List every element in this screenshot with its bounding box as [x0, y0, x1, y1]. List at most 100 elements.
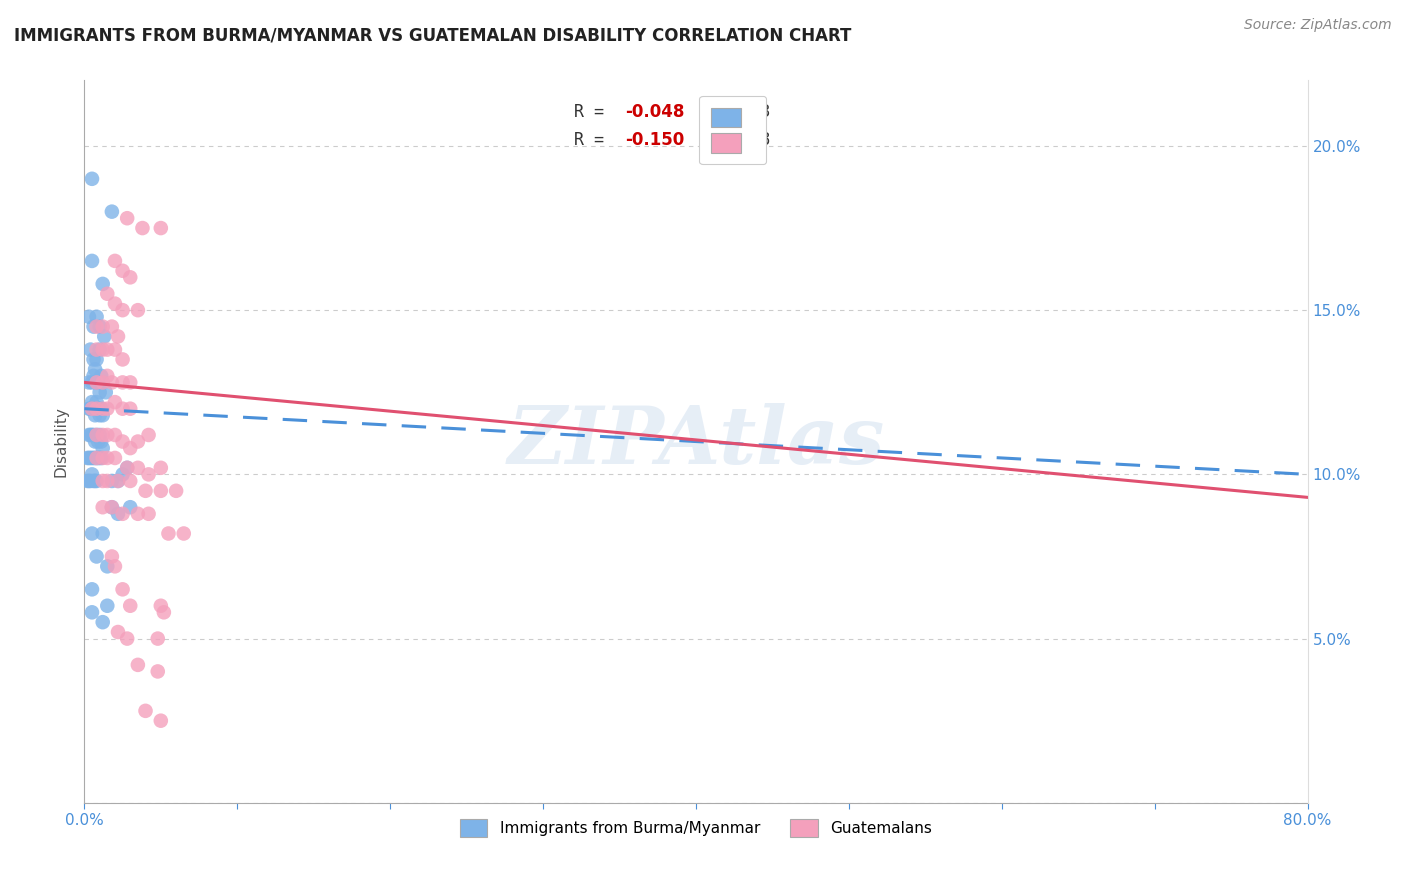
- Point: [138, 507, 160, 521]
- Point: [94, 385, 117, 400]
- Point: [127, 434, 149, 449]
- Point: [77, 474, 100, 488]
- Point: [96, 401, 118, 416]
- Point: [91, 500, 114, 515]
- Point: [87, 401, 110, 416]
- Point: [91, 401, 114, 416]
- Point: [96, 474, 118, 488]
- Point: [80, 253, 103, 268]
- Point: [91, 474, 114, 488]
- Point: [77, 401, 100, 416]
- Point: [107, 474, 129, 488]
- Point: [86, 343, 108, 357]
- Point: [86, 450, 108, 465]
- Point: [149, 483, 172, 498]
- Point: [80, 401, 103, 416]
- Point: [115, 211, 138, 226]
- Point: [86, 310, 108, 324]
- Point: [86, 352, 108, 367]
- Point: [104, 559, 127, 574]
- Point: [91, 450, 114, 465]
- Point: [83, 401, 105, 416]
- Point: [83, 450, 105, 465]
- Text: -0.048: -0.048: [626, 103, 685, 121]
- Point: [89, 428, 111, 442]
- Point: [101, 549, 124, 564]
- Point: [77, 376, 100, 390]
- Point: [86, 474, 108, 488]
- Point: [173, 526, 195, 541]
- Point: [84, 474, 107, 488]
- Point: [127, 460, 149, 475]
- Point: [104, 253, 127, 268]
- Point: [107, 474, 129, 488]
- Point: [111, 507, 134, 521]
- Point: [149, 714, 172, 728]
- Point: [80, 395, 103, 409]
- Point: [111, 582, 134, 597]
- Point: [138, 467, 160, 482]
- Point: [77, 310, 100, 324]
- Point: [90, 434, 112, 449]
- Text: N = 63: N = 63: [702, 103, 770, 121]
- Point: [120, 270, 142, 285]
- Point: [80, 376, 103, 390]
- Point: [90, 368, 112, 383]
- Point: [149, 460, 172, 475]
- Point: [84, 434, 107, 449]
- Point: [96, 450, 118, 465]
- Point: [111, 401, 134, 416]
- Point: [80, 582, 103, 597]
- Point: [120, 500, 142, 515]
- Point: [101, 319, 124, 334]
- Point: [79, 428, 101, 442]
- Point: [83, 352, 105, 367]
- Point: [87, 376, 110, 390]
- Point: [96, 343, 118, 357]
- Point: [115, 632, 138, 646]
- Point: [111, 303, 134, 318]
- Point: [104, 395, 127, 409]
- Point: [115, 460, 138, 475]
- Point: [79, 450, 101, 465]
- Point: [80, 171, 103, 186]
- Point: [120, 599, 142, 613]
- Point: [96, 368, 118, 383]
- Text: R =: R =: [574, 103, 613, 121]
- Point: [107, 329, 129, 343]
- Point: [138, 428, 160, 442]
- Point: [90, 450, 112, 465]
- Point: [111, 434, 134, 449]
- Point: [146, 665, 169, 679]
- Point: [86, 428, 108, 442]
- Point: [131, 221, 153, 235]
- Point: [107, 507, 129, 521]
- Point: [111, 467, 134, 482]
- Point: [127, 303, 149, 318]
- Point: [101, 500, 124, 515]
- Point: [115, 460, 138, 475]
- Text: IMMIGRANTS FROM BURMA/MYANMAR VS GUATEMALAN DISABILITY CORRELATION CHART: IMMIGRANTS FROM BURMA/MYANMAR VS GUATEMA…: [14, 27, 852, 45]
- Point: [76, 450, 98, 465]
- Point: [87, 450, 110, 465]
- Point: [83, 474, 105, 488]
- Point: [89, 450, 111, 465]
- Point: [91, 277, 114, 291]
- Point: [135, 704, 157, 718]
- Text: Source: ZipAtlas.com: Source: ZipAtlas.com: [1244, 18, 1392, 32]
- Point: [165, 483, 187, 498]
- Text: N = 78: N = 78: [702, 130, 770, 149]
- Point: [80, 450, 103, 465]
- Point: [101, 376, 124, 390]
- Point: [91, 319, 114, 334]
- Point: [87, 434, 110, 449]
- Point: [83, 319, 105, 334]
- Point: [91, 615, 114, 630]
- Point: [89, 409, 111, 423]
- Point: [96, 286, 118, 301]
- Point: [86, 450, 108, 465]
- Point: [86, 428, 108, 442]
- Point: [91, 376, 114, 390]
- Point: [157, 526, 180, 541]
- Point: [91, 526, 114, 541]
